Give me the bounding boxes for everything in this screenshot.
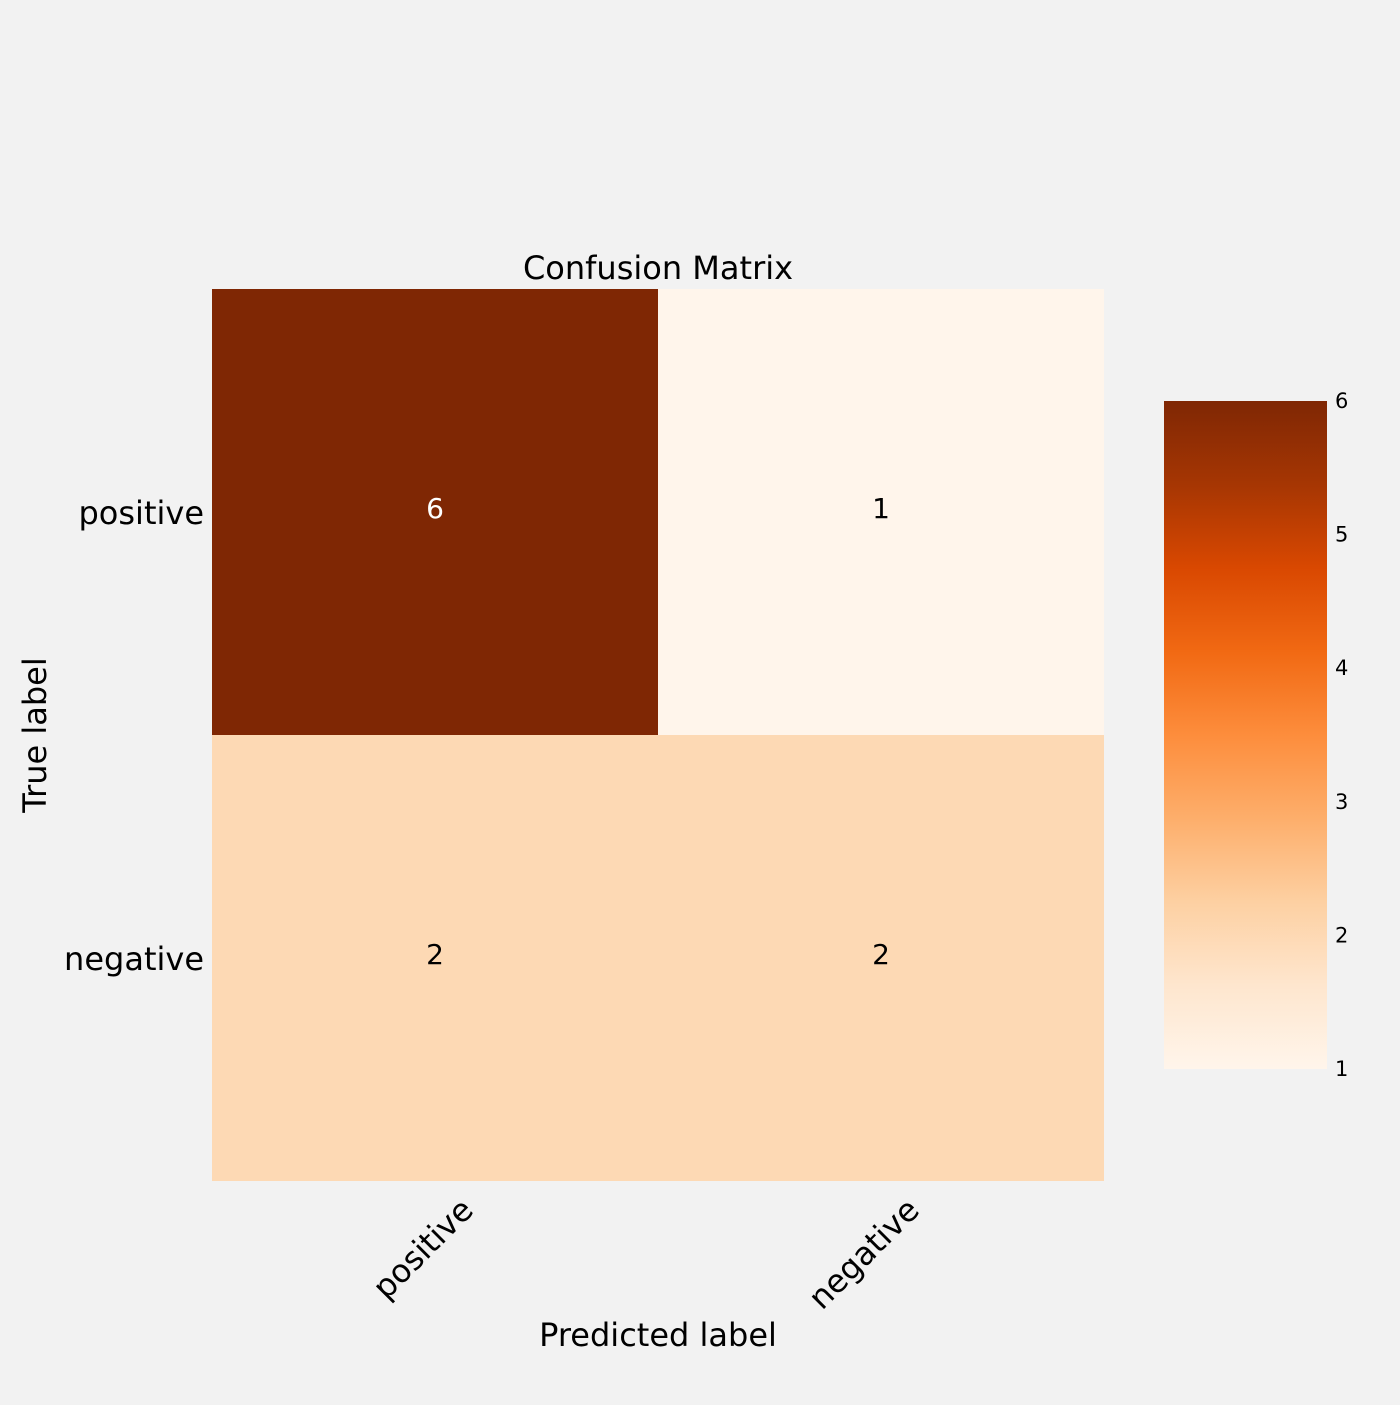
x-tick-positive: positive: [365, 1191, 481, 1307]
y-tick-positive: positive: [78, 494, 204, 532]
cell-value-0-1: 1: [872, 492, 890, 525]
colorbar-tick-6: 6: [1335, 389, 1348, 413]
colorbar: [1164, 401, 1327, 1069]
heatmap-cell-0-0: [212, 289, 658, 735]
x-tick-negative: negative: [801, 1191, 927, 1317]
colorbar-tick-labels: 1 2 3 4 5 6: [1335, 389, 1348, 1081]
heatmap-cell-labels: 6 1 2 2: [426, 492, 890, 971]
heatmap-cell-0-1: [658, 289, 1104, 735]
colorbar-tick-1: 1: [1335, 1057, 1348, 1081]
cell-value-0-0: 6: [426, 492, 444, 525]
x-axis-label: Predicted label: [539, 1316, 777, 1354]
colorbar-tick-2: 2: [1335, 923, 1348, 947]
cell-value-1-1: 2: [872, 938, 890, 971]
heatmap-cell-1-1: [658, 735, 1104, 1181]
x-tick-labels: positive negative: [365, 1191, 927, 1317]
y-axis-label: True label: [16, 657, 54, 814]
cell-value-1-0: 2: [426, 938, 444, 971]
y-tick-negative: negative: [64, 940, 204, 978]
heatmap-cell-1-0: [212, 735, 658, 1181]
chart-title: Confusion Matrix: [523, 249, 793, 287]
colorbar-tick-5: 5: [1335, 523, 1348, 547]
y-tick-labels: positive negative: [64, 494, 204, 978]
colorbar-tick-3: 3: [1335, 790, 1348, 814]
heatmap-cells: [212, 289, 1104, 1181]
colorbar-tick-4: 4: [1335, 656, 1348, 680]
